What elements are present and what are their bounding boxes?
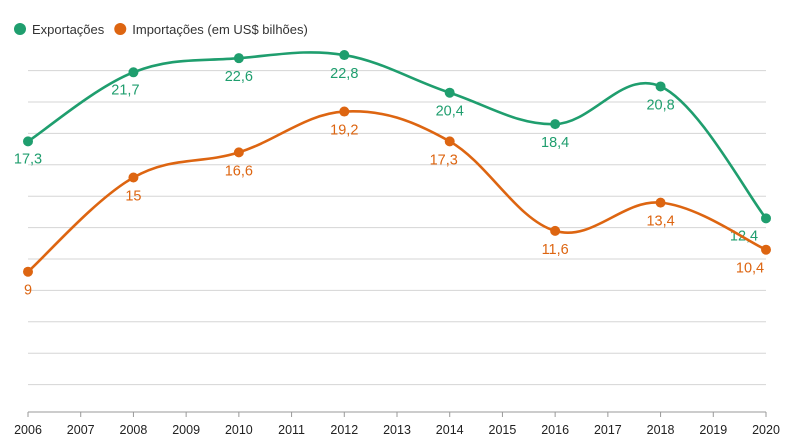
gridlines	[28, 70, 766, 386]
legend: Exportações Importações (em US$ bilhões)	[14, 22, 308, 37]
x-tick-label: 2008	[120, 423, 148, 437]
x-tick-label: 2012	[330, 423, 358, 437]
series-exportacoes: 17,321,722,6 22,820,418,420,812,4	[14, 50, 771, 244]
data-point	[550, 119, 561, 130]
data-label: 22,8	[330, 66, 358, 82]
x-tick-label: 2020	[752, 423, 780, 437]
legend-marker	[114, 23, 127, 35]
legend-entry: Importações (em US$ bilhões)	[132, 22, 308, 37]
series-importacoes: 9 15 16,6 19,2 17,3 11,6 13,4 10,4	[23, 106, 771, 299]
data-label: 17,3	[430, 152, 458, 168]
series-line	[26, 110, 768, 273]
data-point	[655, 81, 666, 92]
x-tick-label: 2013	[383, 423, 411, 437]
data-point	[655, 197, 666, 208]
data-point	[761, 244, 771, 255]
data-label: 16,6	[225, 163, 253, 179]
x-tick-label: 2011	[278, 423, 305, 437]
data-label: 13,4	[646, 214, 674, 230]
x-tick-label: 2014	[436, 423, 464, 437]
x-tick-label: 2017	[594, 423, 622, 437]
data-point	[233, 53, 244, 64]
x-tick-label: 2019	[699, 423, 727, 437]
data-label: 19,2	[330, 123, 358, 139]
data-point	[128, 172, 139, 183]
data-label: 21,7	[111, 82, 139, 98]
series-layer: 17,321,722,6 22,820,418,420,812,491516,61…	[14, 50, 771, 299]
data-label: 20,8	[646, 97, 674, 113]
x-tick-label: 2007	[67, 423, 95, 437]
data-label: 9	[24, 283, 32, 299]
data-point	[128, 67, 139, 78]
data-label: 22,6	[225, 69, 253, 85]
x-tick-label: 2006	[14, 423, 42, 437]
data-point	[444, 136, 455, 147]
data-label: 18,4	[541, 135, 569, 151]
data-label: 17,3	[14, 151, 42, 167]
data-point	[339, 50, 350, 61]
x-tick-label: 2009	[172, 423, 200, 437]
data-point	[233, 147, 244, 158]
x-tick-label: 2018	[647, 423, 675, 437]
x-tick-label: 2010	[225, 423, 253, 437]
data-label: 10,4	[736, 261, 764, 277]
legend-marker	[14, 23, 26, 35]
x-axis: 2006 2007 2008 2009 2010 2011 2012 2013 2014 2015…	[14, 411, 780, 437]
data-point	[444, 87, 455, 98]
legend-entry: Exportações	[32, 22, 105, 37]
data-point	[550, 225, 561, 236]
x-tick-label: 2015	[489, 423, 517, 437]
data-point	[339, 106, 350, 117]
data-point	[761, 213, 771, 224]
data-label: 20,4	[436, 104, 464, 120]
data-label: 11,6	[542, 242, 569, 258]
data-point	[23, 136, 33, 147]
data-label: 15	[125, 189, 141, 205]
data-point	[23, 266, 33, 277]
x-tick-label: 2016	[541, 423, 569, 437]
